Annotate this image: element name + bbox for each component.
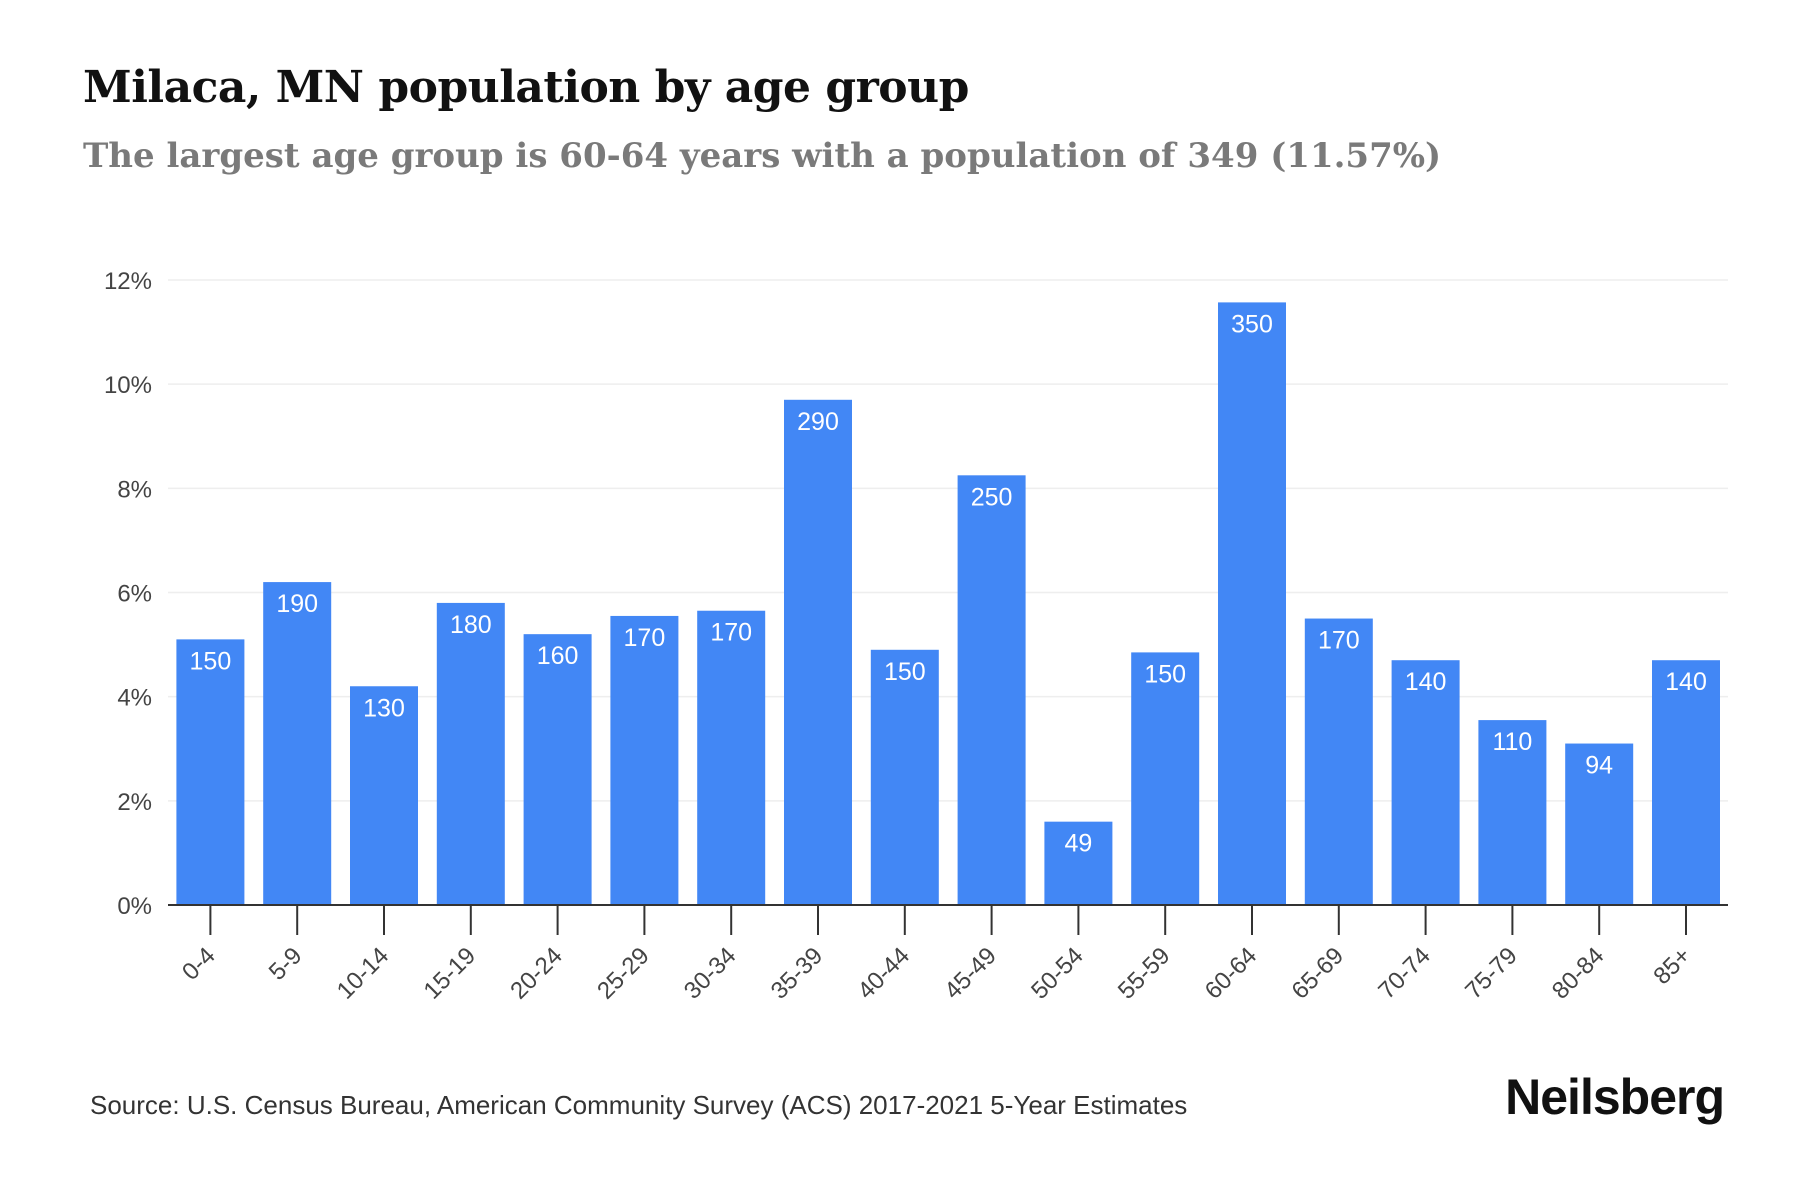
bar — [870, 649, 939, 905]
bar-chart: 0% 2% 4% 6% 8% 10% 12% 150 190 130 180 160 170 170 29… — [104, 268, 1728, 1005]
bar — [610, 615, 679, 905]
x-tick-label: 45-49 — [939, 942, 1002, 1005]
y-tick-label: 6% — [117, 581, 152, 608]
chart-title: Milaca, MN population by age group — [83, 62, 969, 113]
bar-value-label: 150 — [1144, 660, 1186, 688]
bar-value-label: 160 — [537, 642, 579, 670]
x-tick-label: 80-84 — [1547, 942, 1610, 1005]
bar-value-label: 180 — [450, 611, 492, 639]
y-tick-label: 8% — [117, 476, 152, 503]
x-tick-label: 10-14 — [332, 942, 395, 1005]
bar — [1131, 652, 1200, 905]
bar-value-labels: 150 190 130 180 160 170 170 290 150 250 49 150 350 17… — [190, 310, 1707, 857]
x-tick-label: 15-19 — [419, 942, 482, 1005]
x-tick-label: 70-74 — [1373, 942, 1436, 1005]
x-tick-label: 55-59 — [1113, 942, 1176, 1005]
source-note: Source: U.S. Census Bureau, American Com… — [90, 1090, 1188, 1120]
bar — [436, 602, 505, 905]
y-tick-label: 12% — [104, 268, 152, 295]
x-tick-label: 65-69 — [1287, 942, 1350, 1005]
bar-value-label: 290 — [797, 408, 839, 436]
bar — [1391, 660, 1460, 905]
bar-value-label: 250 — [971, 483, 1013, 511]
x-tick-label: 50-54 — [1026, 942, 1089, 1005]
bar — [957, 475, 1026, 905]
y-tick-label: 2% — [117, 789, 152, 816]
y-tick-label: 10% — [104, 372, 152, 399]
bar-value-label: 350 — [1231, 310, 1273, 338]
x-axis: 0-4 5-9 10-14 15-19 20-24 25-29 30-34 35-39 40-4… — [168, 904, 1728, 1005]
bar — [176, 639, 245, 905]
x-tick-label: 25-29 — [592, 942, 655, 1005]
bar-value-label: 49 — [1064, 830, 1092, 858]
bar-value-label: 110 — [1492, 728, 1532, 756]
y-tick-label: 4% — [117, 685, 152, 712]
y-axis-ticks: 0% 2% 4% 6% 8% 10% 12% — [104, 268, 152, 920]
bar-value-label: 170 — [710, 619, 752, 647]
x-tick-label: 5-9 — [264, 942, 308, 986]
x-tick-label: 30-34 — [679, 942, 742, 1005]
bar — [1218, 302, 1286, 905]
x-tick-label: 75-79 — [1460, 942, 1523, 1005]
y-tick-label: 0% — [117, 893, 152, 920]
bar-value-label: 170 — [624, 624, 666, 652]
bar-value-label: 140 — [1665, 668, 1707, 696]
bar-value-label: 94 — [1585, 752, 1613, 780]
x-tick-label: 40-44 — [853, 942, 916, 1005]
bar — [1652, 660, 1720, 905]
bar-value-label: 150 — [190, 647, 232, 675]
x-tick-label: 35-39 — [766, 942, 829, 1005]
bar — [350, 686, 418, 905]
chart-subtitle: The largest age group is 60-64 years wit… — [83, 136, 1442, 176]
x-tick-label: 60-64 — [1200, 942, 1263, 1005]
gridlines — [168, 279, 1728, 802]
x-tick-label: 85+ — [1648, 942, 1696, 990]
bar-value-label: 190 — [276, 590, 318, 618]
bar — [263, 582, 332, 905]
bar-value-label: 170 — [1318, 627, 1360, 655]
bar — [697, 610, 766, 905]
bar — [784, 399, 852, 905]
bar — [1565, 743, 1634, 905]
brand-logo: Neilsberg — [1505, 1069, 1725, 1125]
bar-value-label: 140 — [1405, 668, 1447, 696]
x-tick-label: 20-24 — [505, 942, 568, 1005]
bar — [1044, 821, 1113, 905]
bar — [1478, 720, 1547, 905]
bar — [523, 634, 592, 905]
bar-value-label: 130 — [363, 694, 405, 722]
x-tick-label: 0-4 — [177, 942, 221, 986]
bar — [1304, 618, 1373, 905]
bars — [176, 302, 1720, 905]
bar-value-label: 150 — [884, 658, 926, 686]
